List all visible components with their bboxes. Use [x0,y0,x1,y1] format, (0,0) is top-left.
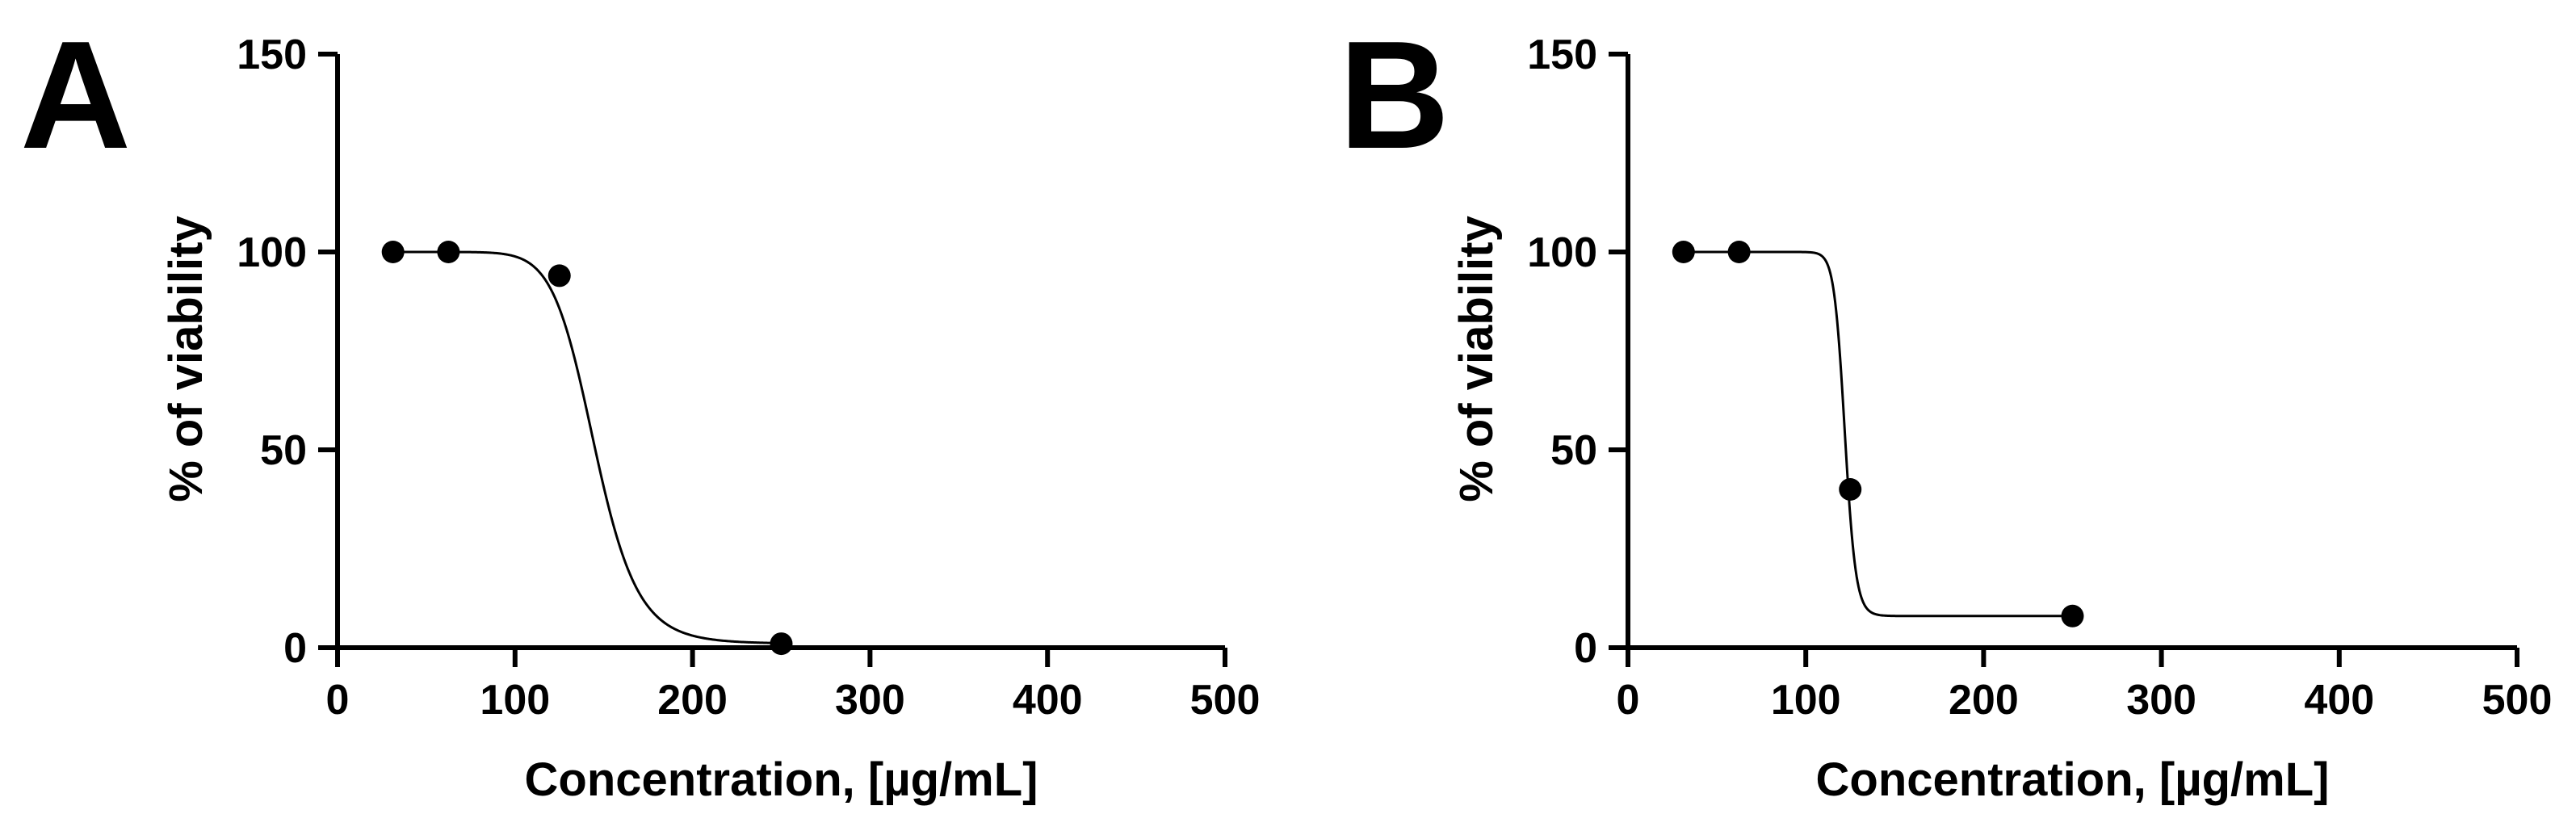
panel-letter: A [20,10,131,181]
data-point [1727,241,1751,263]
data-point [548,264,571,287]
x-tick-label: 300 [2126,677,2196,724]
panel-letter: B [1339,10,1450,181]
x-tick-label: 100 [1771,677,1841,724]
data-point [2061,604,2084,627]
chart-panel-a: A 0 50 100 150 0 100 200 300 400 500 Concentration,… [20,10,1260,806]
y-tick-label: 50 [1550,427,1597,474]
data-point [1672,241,1695,263]
y-axis-title: % of viability [160,216,212,502]
x-axis-title: Concentration, [µg/mL] [525,753,1038,806]
x-tick-label: 500 [2482,677,2553,724]
data-point [1839,478,1862,501]
x-tick-label: 300 [835,677,905,724]
y-tick-label: 0 [1574,625,1597,672]
x-tick-label: 100 [480,677,550,724]
y-axis-title: % of viability [1450,216,1503,502]
y-tick-label: 150 [1527,31,1597,78]
y-tick-label: 100 [1527,229,1597,276]
x-tick-label: 200 [1949,677,2019,724]
x-tick-label: 200 [657,677,728,724]
fit-curve [1683,250,2073,618]
chart-panel-b: B 0 50 100 150 0 100 200 300 400 500 Concentration,… [1339,10,2552,806]
y-tick-label: 50 [260,427,307,474]
y-tick-label: 0 [283,625,307,672]
x-tick-label: 400 [1013,677,1083,724]
x-axis-title: Concentration, [µg/mL] [1816,753,2330,806]
y-tick-label: 100 [237,229,307,276]
y-tick-label: 150 [237,31,307,78]
data-point [770,632,793,656]
x-tick-label: 400 [2304,677,2374,724]
data-point [381,241,405,263]
x-tick-label: 0 [326,677,350,724]
data-point [437,241,460,263]
fit-curve [392,250,782,644]
x-tick-label: 0 [1617,677,1640,724]
x-tick-label: 500 [1190,677,1261,724]
